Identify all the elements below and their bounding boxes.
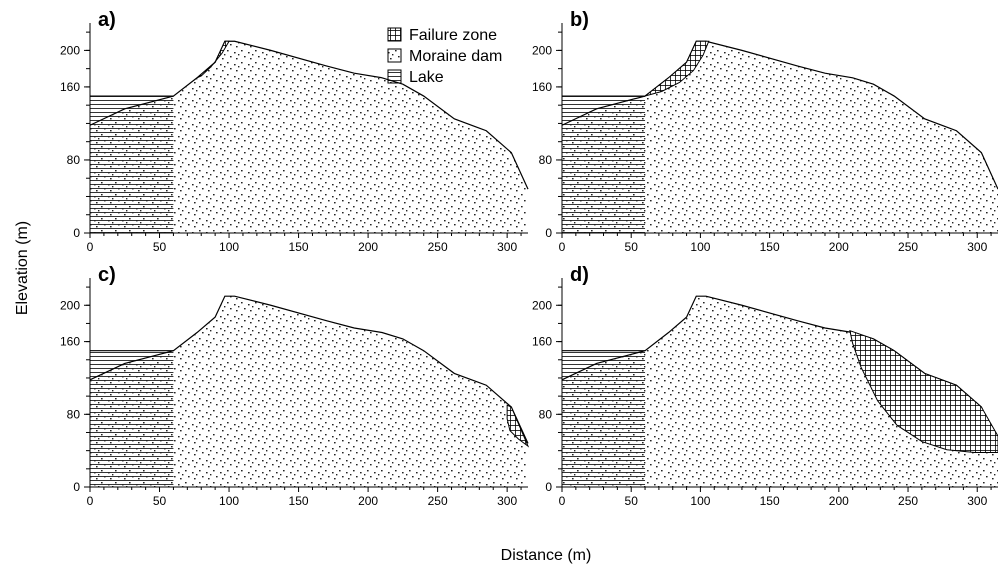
x-tick-label: 100 <box>219 240 239 254</box>
y-axis-title: Elevation (m) <box>14 221 31 315</box>
x-tick-label: 0 <box>559 240 566 254</box>
y-tick-label: 160 <box>532 80 552 94</box>
legend: Failure zone Moraine dam Lake <box>387 27 502 86</box>
x-tick-label: 150 <box>760 494 780 508</box>
y-tick-label: 0 <box>545 226 552 240</box>
y-tick-label: 160 <box>532 335 552 349</box>
y-tick-label: 200 <box>532 43 552 57</box>
x-tick-label: 150 <box>760 240 780 254</box>
y-tick-label: 0 <box>73 226 80 240</box>
panel-c: 0 50 100 150 200 250 300 0 80 160 200 c) <box>60 264 530 508</box>
y-tick-label: 160 <box>60 80 80 94</box>
panels: 0 50 100 150 200 250 300 0 80 160 200 a) 0 50 100 150 20… <box>60 9 998 508</box>
x-tick-label: 200 <box>358 494 378 508</box>
failure-zone-area <box>196 40 230 79</box>
x-tick-label: 0 <box>87 240 94 254</box>
x-tick-label: 300 <box>967 494 987 508</box>
y-tick-label: 80 <box>67 407 81 421</box>
x-tick-label: 50 <box>153 240 167 254</box>
panel-label: c) <box>98 264 116 286</box>
x-tick-label: 0 <box>87 494 94 508</box>
y-tick-label: 160 <box>60 335 80 349</box>
x-tick-label: 250 <box>428 494 448 508</box>
panel-label: d) <box>570 264 589 286</box>
legend-swatch-failure-zone <box>387 27 402 42</box>
failure-zone-area <box>506 404 530 448</box>
x-tick-label: 100 <box>219 494 239 508</box>
legend-label-lake: Lake <box>409 69 444 86</box>
y-tick-label: 0 <box>73 480 80 494</box>
y-tick-label: 80 <box>539 407 553 421</box>
panel-d: 0 50 100 150 200 250 300 0 80 160 200 d) <box>532 264 998 508</box>
x-tick-label: 0 <box>559 494 566 508</box>
y-tick-label: 0 <box>545 480 552 494</box>
legend-label-moraine-dam: Moraine dam <box>409 48 502 65</box>
moraine-dam-area <box>90 41 528 234</box>
x-tick-label: 150 <box>289 494 309 508</box>
y-tick-label: 200 <box>532 298 552 312</box>
dam-surface-line <box>89 40 529 190</box>
x-tick-label: 300 <box>497 240 517 254</box>
x-tick-label: 50 <box>153 494 167 508</box>
x-tick-label: 200 <box>829 240 849 254</box>
panel-label: b) <box>570 9 589 31</box>
dam-surface-line <box>89 295 529 444</box>
y-tick-label: 200 <box>60 43 80 57</box>
x-tick-label: 300 <box>497 494 517 508</box>
moraine-dam-area <box>562 41 998 234</box>
x-tick-label: 300 <box>967 240 987 254</box>
legend-swatch-moraine-dam <box>387 48 402 63</box>
x-tick-label: 150 <box>289 240 309 254</box>
panel-label: a) <box>98 9 116 31</box>
x-tick-label: 200 <box>829 494 849 508</box>
legend-swatch-lake <box>387 69 402 84</box>
x-tick-label: 100 <box>690 240 710 254</box>
x-tick-label: 250 <box>898 240 918 254</box>
x-tick-label: 50 <box>625 240 639 254</box>
x-tick-label: 200 <box>358 240 378 254</box>
x-tick-label: 250 <box>898 494 918 508</box>
x-tick-label: 100 <box>690 494 710 508</box>
y-tick-label: 80 <box>67 153 81 167</box>
x-axis-title: Distance (m) <box>501 547 592 564</box>
failure-zone-area <box>849 329 998 453</box>
x-tick-label: 50 <box>625 494 639 508</box>
y-tick-label: 200 <box>60 298 80 312</box>
panel-b: 0 50 100 150 200 250 300 0 80 160 200 b) <box>532 9 998 254</box>
panel-a: 0 50 100 150 200 250 300 0 80 160 200 a) <box>60 9 529 254</box>
moraine-dam-area <box>562 296 998 487</box>
x-tick-label: 250 <box>428 240 448 254</box>
failure-zone-area <box>644 40 710 97</box>
y-tick-label: 80 <box>539 153 553 167</box>
legend-label-failure-zone: Failure zone <box>409 27 497 44</box>
moraine-dam-area <box>90 296 528 487</box>
